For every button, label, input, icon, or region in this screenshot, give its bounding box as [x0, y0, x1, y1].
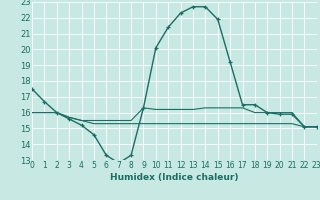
X-axis label: Humidex (Indice chaleur): Humidex (Indice chaleur): [110, 173, 239, 182]
